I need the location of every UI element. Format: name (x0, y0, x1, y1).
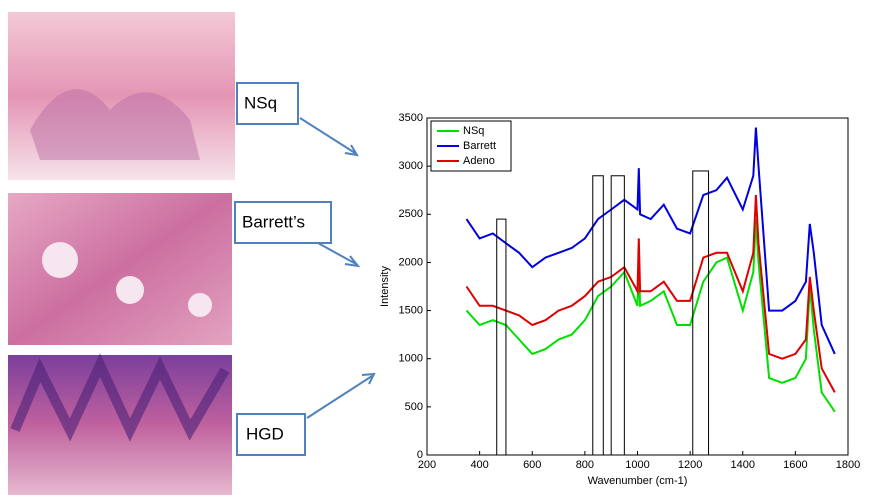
y-tick-label: 0 (417, 449, 423, 461)
callouts: NSq Barrett’s HGD (234, 82, 376, 456)
arrow (299, 117, 359, 157)
y-tick-label: 1000 (399, 353, 423, 365)
callout-box (236, 413, 306, 456)
y-tick-label: 3000 (399, 160, 423, 172)
x-tick-label: 200 (418, 459, 436, 471)
spectrum-line (465, 127, 836, 355)
callout-label: Barrett’s (242, 212, 305, 231)
highlight-band (496, 218, 507, 456)
histology-images (8, 12, 235, 495)
highlight-band (592, 175, 604, 456)
callout-label: HGD (246, 424, 284, 443)
y-tick-label: 2500 (399, 208, 423, 220)
highlight-band (610, 175, 625, 456)
chart: 200 400 600 800 1000 1200 1400 1600 1800 0 500 1000… (379, 112, 860, 487)
x-tick-label: 1200 (678, 459, 702, 471)
legend-label: Adeno (463, 155, 495, 167)
callout-box (236, 82, 299, 125)
x-axis-label: Wavenumber (cm-1) (588, 475, 688, 487)
x-tick-label: 800 (576, 459, 594, 471)
arrow (306, 372, 376, 419)
legend-label: Barrett (463, 140, 496, 152)
y-tick-label: 2000 (399, 256, 423, 268)
spectrum-line (465, 194, 836, 393)
legend-label: NSq (463, 125, 484, 137)
callout-label: NSq (244, 93, 277, 112)
x-tick-label: 1800 (836, 459, 860, 471)
y-axis-label: Intensity (379, 266, 391, 307)
y-tick-label: 1500 (399, 304, 423, 316)
spectrum-line (465, 219, 836, 413)
image-barretts (8, 193, 232, 345)
x-tick-label: 600 (523, 459, 541, 471)
x-tick-label: 1000 (625, 459, 649, 471)
arrow (317, 242, 361, 268)
y-tick-label: 500 (405, 401, 423, 413)
x-tick-label: 1600 (783, 459, 807, 471)
y-tick-label: 3500 (399, 112, 423, 124)
x-tick-label: 400 (470, 459, 488, 471)
callout-box (234, 201, 332, 244)
x-tick-label: 1400 (731, 459, 755, 471)
highlight-band (692, 170, 710, 456)
